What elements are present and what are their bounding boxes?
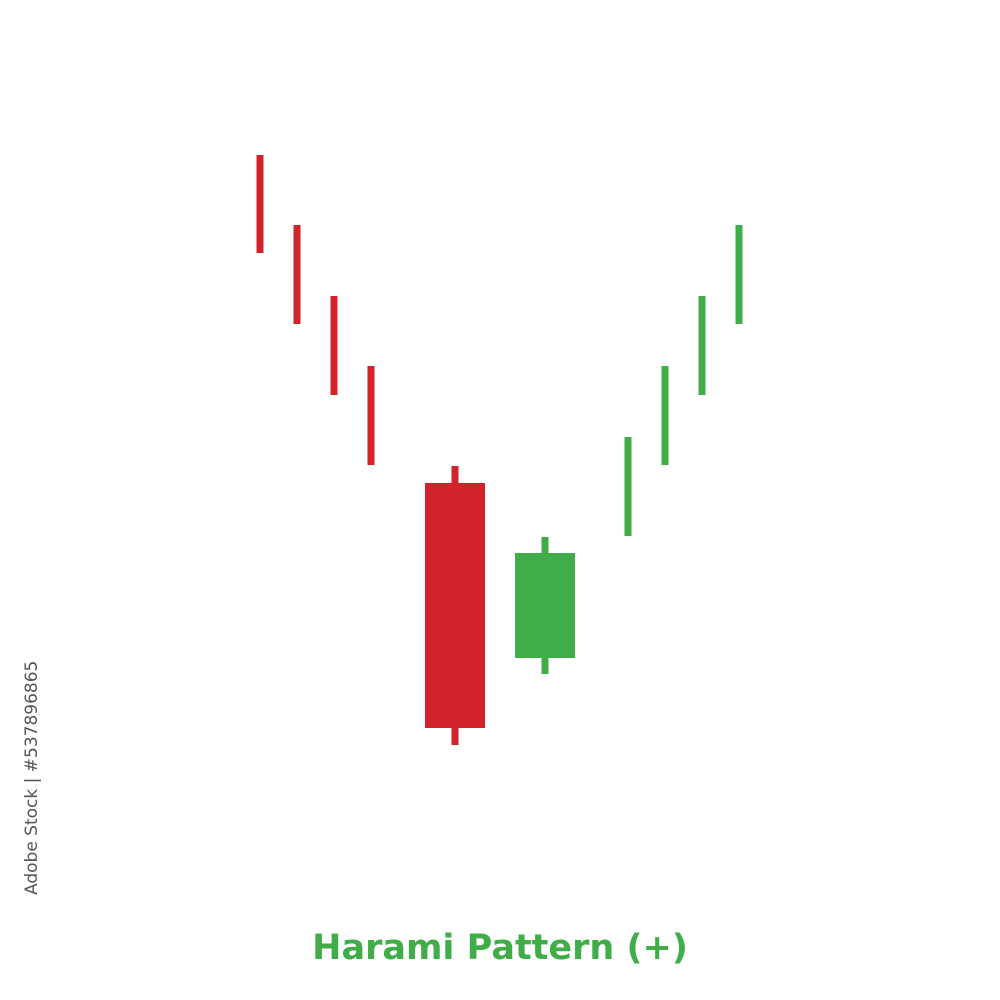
- candle-1: [256, 155, 264, 253]
- candle-5: [425, 466, 485, 745]
- candle-wick: [624, 437, 632, 536]
- candle-2: [293, 225, 301, 324]
- candle-4: [367, 366, 375, 465]
- candle-wick: [735, 225, 743, 324]
- candle-body: [515, 553, 575, 658]
- candle-7: [624, 437, 632, 536]
- candle-wick: [661, 366, 669, 465]
- candle-wick: [330, 296, 338, 395]
- candle-8: [661, 366, 669, 465]
- candle-9: [698, 296, 706, 395]
- candle-body: [425, 483, 485, 728]
- candle-wick: [367, 366, 375, 465]
- candle-wick: [256, 155, 264, 253]
- candle-wick: [293, 225, 301, 324]
- candle-3: [330, 296, 338, 395]
- candle-wick: [698, 296, 706, 395]
- chart-title: Harami Pattern (+): [312, 928, 688, 968]
- candle-6: [515, 537, 575, 674]
- stock-credit: Adobe Stock | #537896865: [22, 660, 42, 895]
- candle-10: [735, 225, 743, 324]
